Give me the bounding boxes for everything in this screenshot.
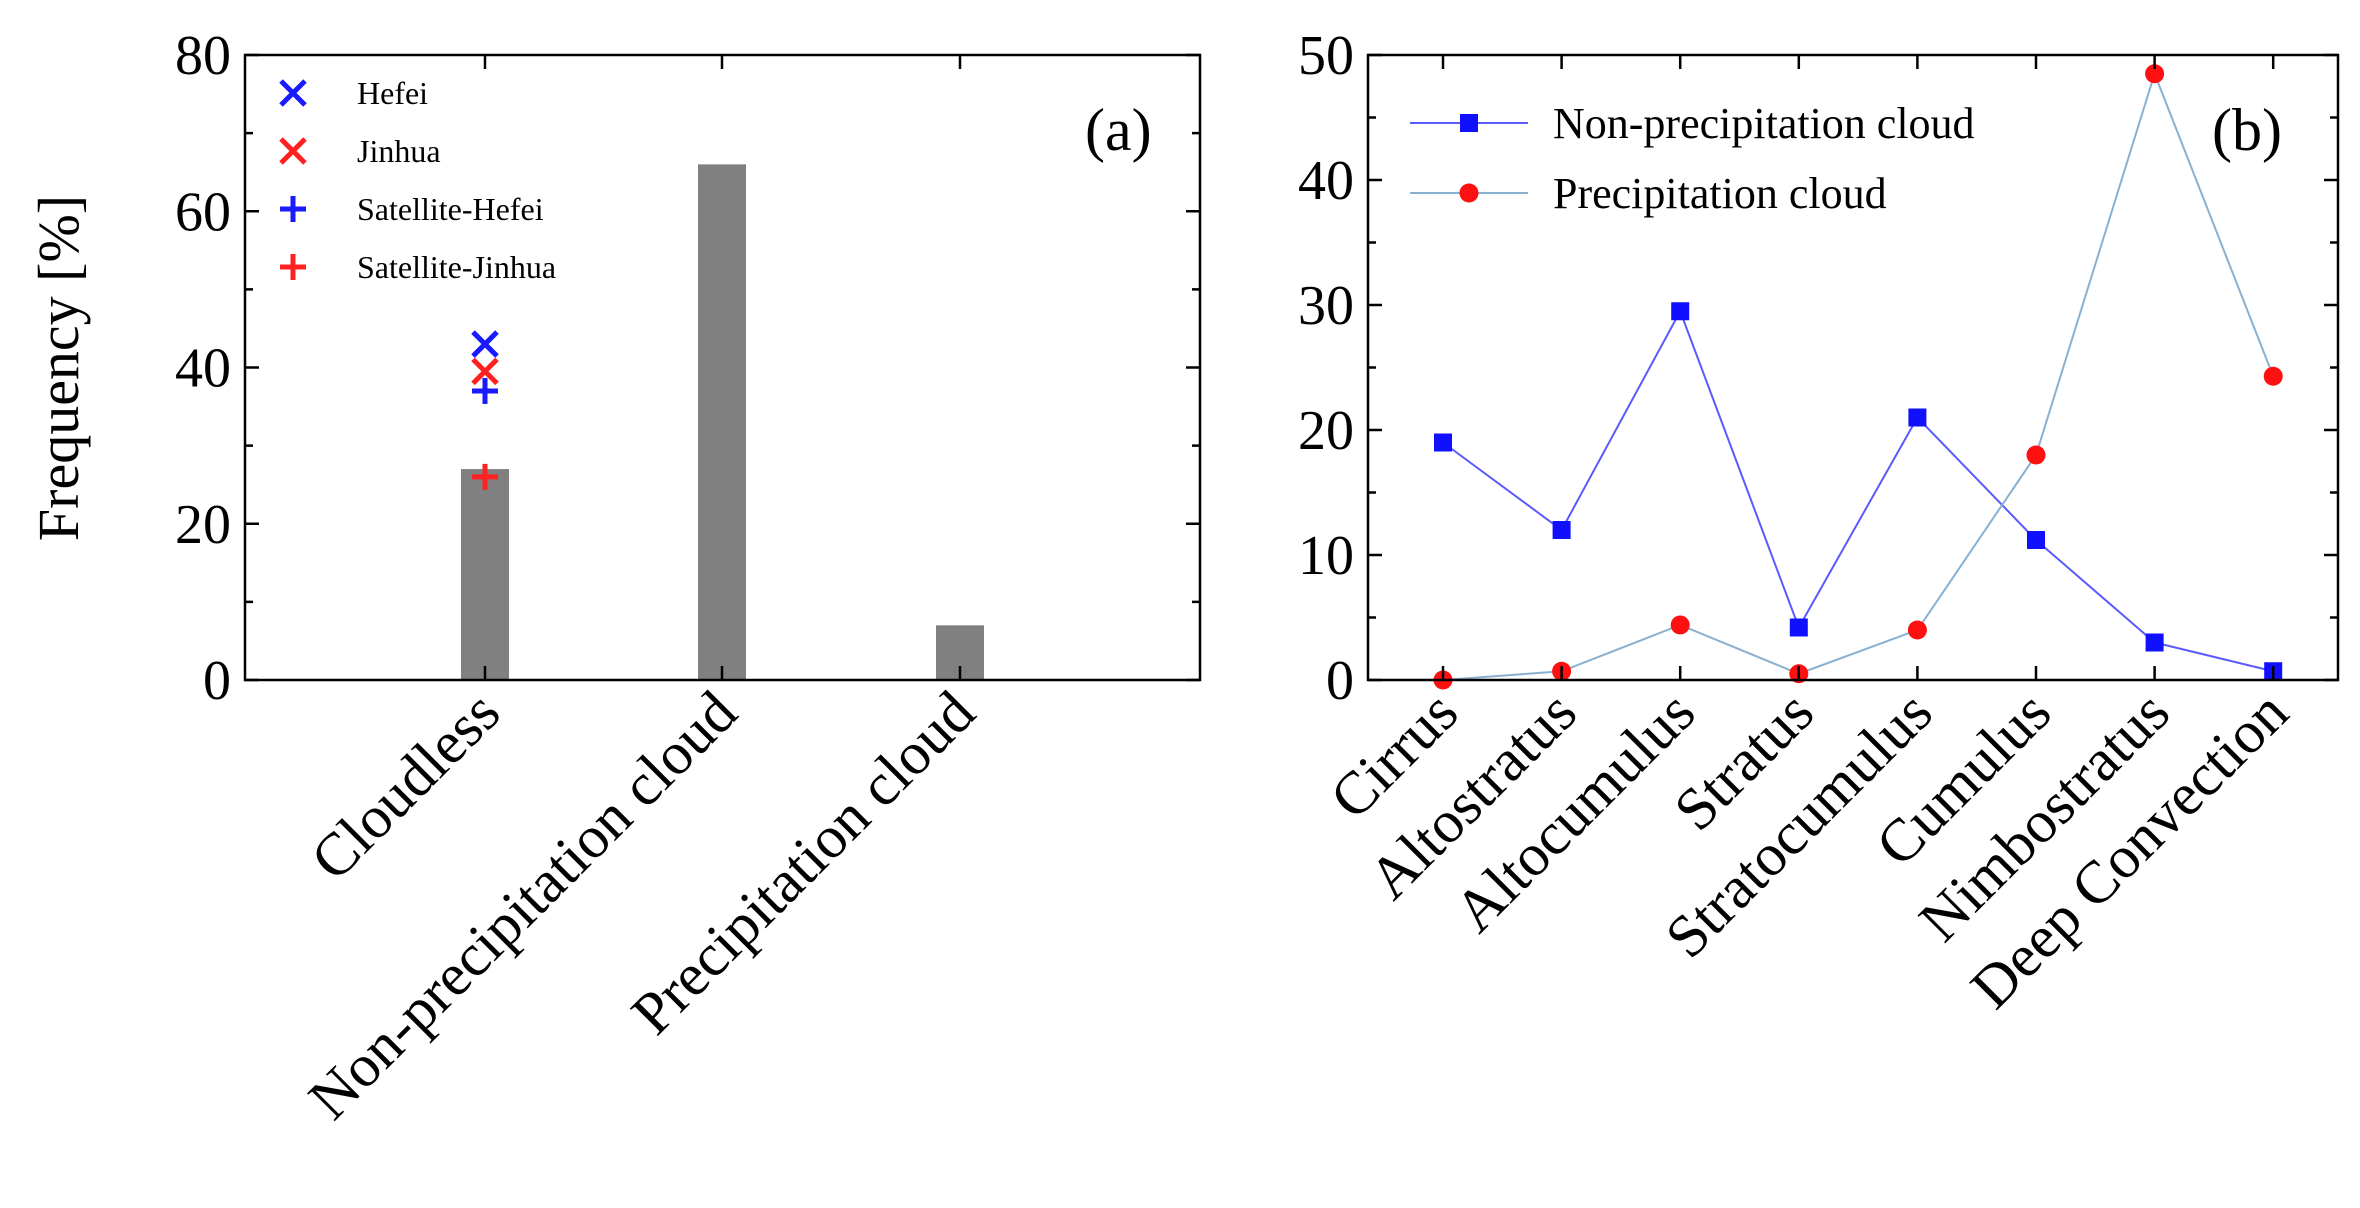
y-tick-labels-a: 0 20 40 60 80 <box>175 25 231 712</box>
bar-group <box>461 164 984 680</box>
series-points <box>1433 64 2283 690</box>
data-marker-x-stroke <box>471 330 499 358</box>
x-category-label: Non-precipitation cloud <box>296 679 749 1132</box>
y-tick-label: 40 <box>1298 150 1354 212</box>
y-tick-label: 0 <box>203 650 231 712</box>
legend-marker-x-stroke <box>279 79 307 107</box>
y-tick-label: 10 <box>1298 525 1354 587</box>
data-marker-plus <box>472 377 498 404</box>
data-marker-x <box>471 330 499 358</box>
legend-marker-x-stroke <box>279 137 307 165</box>
data-point-square <box>1908 408 1927 427</box>
data-point-circle <box>2026 445 2046 465</box>
data-point-square <box>2145 633 2164 652</box>
y-tick-label: 20 <box>175 494 231 556</box>
x-tick-labels-b: CirrusAltostratusAltocumulusStratusStrat… <box>1317 679 2300 1021</box>
panel-b: 0 10 20 30 40 50 CirrusAltostratusAltocumulus… <box>1298 25 2340 1021</box>
y-tick-label: 80 <box>175 25 231 87</box>
data-marker-x <box>471 357 499 386</box>
y-tick-label: 0 <box>1326 650 1354 712</box>
data-point-circle <box>1670 615 1690 635</box>
legend-label: Non-precipitation cloud <box>1553 99 1975 148</box>
data-point-square <box>1789 618 1808 637</box>
y-axis-label: Frequency [%] <box>26 195 91 541</box>
data-point-circle <box>2263 366 2283 386</box>
legend-marker-x <box>279 79 307 107</box>
data-point-square <box>1671 302 1690 321</box>
legend-label: Satellite-Hefei <box>357 191 544 227</box>
data-point-square <box>1434 433 1452 452</box>
legend-label: Precipitation cloud <box>1553 169 1887 218</box>
data-marker-plus <box>472 463 498 490</box>
y-tick-labels-b: 0 10 20 30 40 50 <box>1298 25 1354 712</box>
legend-a: Hefei Jinhua Satellite-Hefei Satellite-Jinh… <box>279 75 556 285</box>
y-tick-label: 30 <box>1298 275 1354 337</box>
tick-marks-b <box>1368 53 2338 682</box>
data-point-square <box>2027 531 2045 549</box>
legend-marker-circle <box>1459 183 1479 203</box>
bar <box>698 164 746 680</box>
legend-label: Hefei <box>357 75 428 111</box>
bar <box>461 469 509 680</box>
y-tick-label: 20 <box>1298 400 1354 462</box>
plot-frame-b <box>1366 53 2340 682</box>
data-marker-x-stroke <box>471 357 499 386</box>
data-point-square <box>1552 521 1571 539</box>
tick-marks-a <box>245 53 1200 682</box>
y-tick-label: 50 <box>1298 25 1354 87</box>
legend-label: Jinhua <box>357 133 441 169</box>
series-line <box>1442 70 2275 681</box>
y-tick-label: 40 <box>175 338 231 400</box>
series-line <box>1442 308 2274 673</box>
series-lines <box>1442 70 2275 681</box>
legend-marker-x <box>279 137 307 165</box>
marker-group <box>471 330 499 490</box>
legend-label: Satellite-Jinhua <box>357 249 556 285</box>
panel-label-a: (a) <box>1085 97 1152 163</box>
y-tick-label: 60 <box>175 181 231 243</box>
legend-b: Non-precipitation cloud Precipitation clo… <box>1410 99 1975 218</box>
legend-marker-plus <box>280 254 306 280</box>
legend-marker-plus <box>280 196 306 222</box>
panel-label-b: (b) <box>2212 97 2282 163</box>
data-point-circle <box>1907 620 1927 640</box>
legend-marker-square <box>1460 114 1478 132</box>
x-category-label: Cloudless <box>298 679 512 893</box>
data-point-circle <box>2145 64 2165 84</box>
